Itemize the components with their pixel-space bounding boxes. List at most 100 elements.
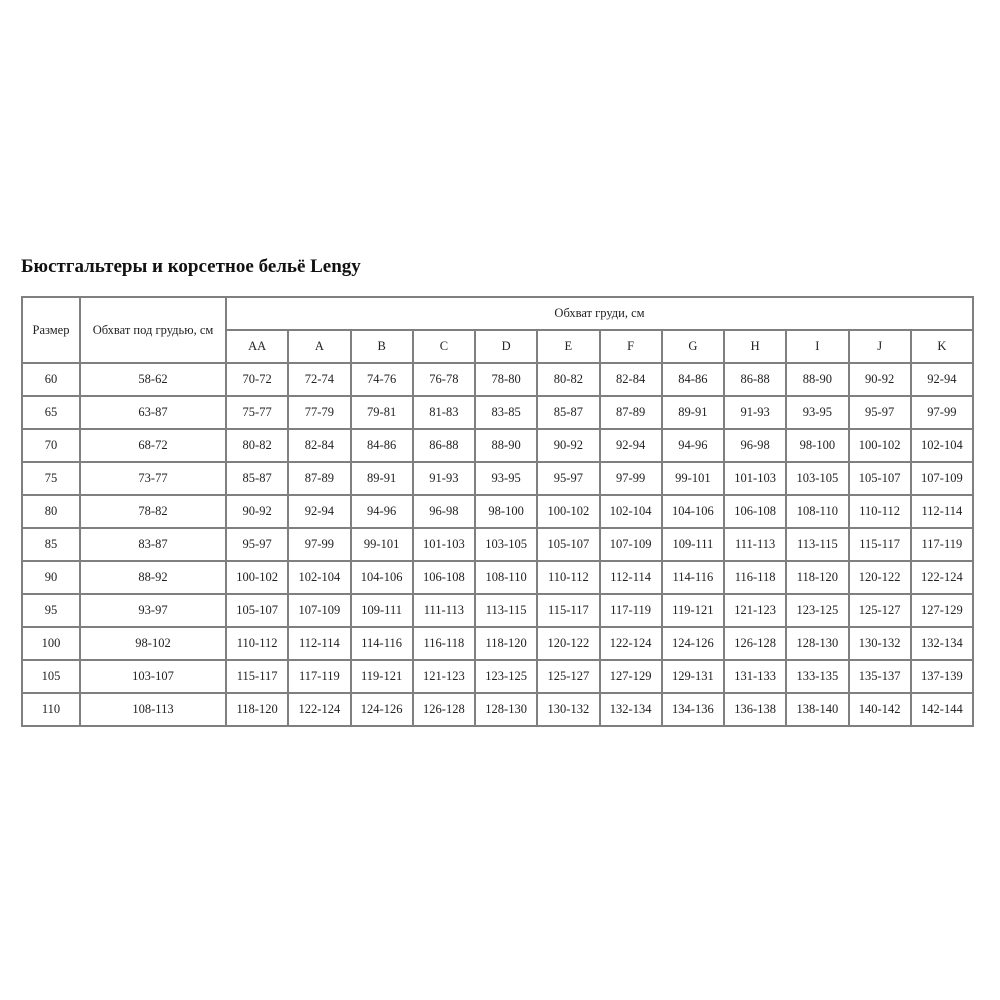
- cell-bust: 93-95: [785, 395, 850, 430]
- cell-size: 70: [21, 428, 81, 463]
- cell-bust: 124-126: [660, 626, 726, 661]
- table-row: 75 73-77 85-87 87-89 89-91 91-93 93-95 95-97 97-…: [21, 461, 975, 496]
- header-cup: B: [349, 329, 414, 364]
- cell-underbust: 68-72: [79, 428, 227, 463]
- cell-bust: 111-113: [411, 593, 477, 628]
- cell-bust: 91-93: [411, 461, 477, 496]
- cell-bust: 128-130: [473, 692, 539, 727]
- cell-bust: 97-99: [598, 461, 663, 496]
- size-chart-table: Размер Обхват под грудью, см Обхват груд…: [21, 296, 975, 727]
- cell-bust: 117-119: [287, 659, 352, 694]
- header-cup: H: [722, 329, 788, 364]
- cell-bust: 102-104: [287, 560, 352, 595]
- cell-bust: 112-114: [598, 560, 663, 595]
- header-cup: C: [411, 329, 477, 364]
- cell-bust: 96-98: [722, 428, 788, 463]
- cell-underbust: 108-113: [79, 692, 227, 727]
- cell-bust: 91-93: [722, 395, 788, 430]
- cell-bust: 118-120: [473, 626, 539, 661]
- cell-underbust: 73-77: [79, 461, 227, 496]
- cell-bust: 105-107: [536, 527, 601, 562]
- cell-bust: 113-115: [473, 593, 539, 628]
- cell-bust: 130-132: [536, 692, 601, 727]
- cell-bust: 120-122: [536, 626, 601, 661]
- header-cup: I: [785, 329, 850, 364]
- table-row: 65 63-87 75-77 77-79 79-81 81-83 83-85 85-87 87-…: [21, 395, 975, 430]
- table-row: 70 68-72 80-82 82-84 84-86 86-88 88-90 90-92 92-…: [21, 428, 975, 463]
- cell-bust: 101-103: [722, 461, 788, 496]
- cell-bust: 84-86: [660, 362, 726, 397]
- cell-bust: 101-103: [411, 527, 477, 562]
- cell-bust: 94-96: [660, 428, 726, 463]
- cell-size: 75: [21, 461, 81, 496]
- cell-bust: 131-133: [722, 659, 788, 694]
- header-cup: E: [536, 329, 601, 364]
- cell-bust: 74-76: [349, 362, 414, 397]
- cell-bust: 105-107: [847, 461, 912, 496]
- cell-underbust: 88-92: [79, 560, 227, 595]
- header-cup: G: [660, 329, 726, 364]
- cell-bust: 92-94: [287, 494, 352, 529]
- cell-bust: 111-113: [722, 527, 788, 562]
- cell-bust: 103-105: [473, 527, 539, 562]
- cell-bust: 124-126: [349, 692, 414, 727]
- cell-bust: 88-90: [785, 362, 850, 397]
- cell-bust: 107-109: [909, 461, 975, 496]
- cell-size: 90: [21, 560, 81, 595]
- header-cup: AA: [224, 329, 290, 364]
- cell-underbust: 78-82: [79, 494, 227, 529]
- cell-bust: 125-127: [536, 659, 601, 694]
- cell-bust: 102-104: [598, 494, 663, 529]
- cell-bust: 94-96: [349, 494, 414, 529]
- cell-bust: 100-102: [224, 560, 290, 595]
- cell-bust: 117-119: [909, 527, 975, 562]
- cell-bust: 84-86: [349, 428, 414, 463]
- cell-bust: 95-97: [224, 527, 290, 562]
- cell-bust: 134-136: [660, 692, 726, 727]
- cell-size: 85: [21, 527, 81, 562]
- cell-bust: 137-139: [909, 659, 975, 694]
- cell-bust: 116-118: [722, 560, 788, 595]
- header-cup: J: [847, 329, 912, 364]
- cell-bust: 85-87: [224, 461, 290, 496]
- header-cup: D: [473, 329, 539, 364]
- cell-bust: 115-117: [224, 659, 290, 694]
- cell-bust: 123-125: [785, 593, 850, 628]
- cell-bust: 132-134: [598, 692, 663, 727]
- cell-bust: 122-124: [287, 692, 352, 727]
- cell-bust: 70-72: [224, 362, 290, 397]
- cell-bust: 98-100: [785, 428, 850, 463]
- cell-bust: 104-106: [349, 560, 414, 595]
- cell-underbust: 63-87: [79, 395, 227, 430]
- cell-bust: 81-83: [411, 395, 477, 430]
- table-row: 80 78-82 90-92 92-94 94-96 96-98 98-100 100-102…: [21, 494, 975, 529]
- cell-bust: 118-120: [224, 692, 290, 727]
- cell-bust: 114-116: [660, 560, 726, 595]
- cell-bust: 86-88: [411, 428, 477, 463]
- cell-bust: 123-125: [473, 659, 539, 694]
- cell-bust: 103-105: [785, 461, 850, 496]
- cell-bust: 128-130: [785, 626, 850, 661]
- cell-bust: 87-89: [598, 395, 663, 430]
- cell-bust: 115-117: [536, 593, 601, 628]
- header-underbust: Обхват под грудью, см: [79, 296, 227, 364]
- cell-bust: 108-110: [785, 494, 850, 529]
- cell-bust: 122-124: [598, 626, 663, 661]
- cell-bust: 106-108: [722, 494, 788, 529]
- cell-bust: 110-112: [536, 560, 601, 595]
- cell-bust: 119-121: [660, 593, 726, 628]
- cell-size: 95: [21, 593, 81, 628]
- cell-bust: 117-119: [598, 593, 663, 628]
- cell-bust: 108-110: [473, 560, 539, 595]
- header-row-cups: AA A B C D E F G H I J K: [22, 329, 975, 364]
- cell-bust: 99-101: [660, 461, 726, 496]
- cell-bust: 116-118: [411, 626, 477, 661]
- cell-bust: 115-117: [847, 527, 912, 562]
- cell-bust: 75-77: [224, 395, 290, 430]
- cell-bust: 109-111: [660, 527, 726, 562]
- cell-bust: 90-92: [847, 362, 912, 397]
- cell-bust: 86-88: [722, 362, 788, 397]
- cell-bust: 119-121: [349, 659, 414, 694]
- cell-bust: 110-112: [224, 626, 290, 661]
- cell-bust: 132-134: [909, 626, 975, 661]
